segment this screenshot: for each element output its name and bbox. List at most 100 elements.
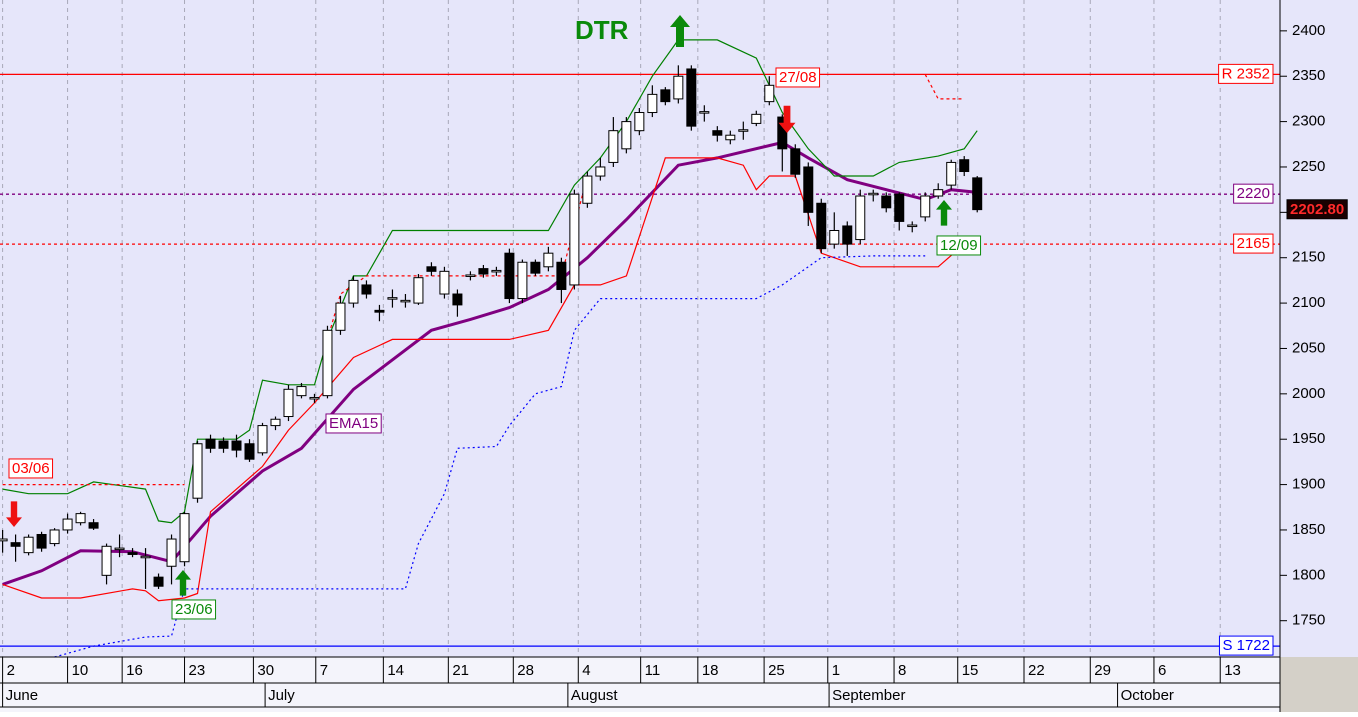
label-box — [1218, 635, 1274, 656]
candle-body — [647, 93, 658, 114]
candle-body — [595, 166, 606, 177]
candle-body — [62, 518, 73, 531]
label-box — [8, 458, 54, 479]
candle-body — [114, 547, 125, 551]
candle-body — [270, 418, 281, 427]
candle-body — [218, 440, 229, 449]
candle-body — [374, 309, 385, 313]
y-tick-label: 2000 — [1292, 385, 1325, 402]
candle-body — [23, 536, 34, 554]
candle-body — [673, 75, 684, 100]
candle-body — [881, 195, 892, 209]
x-tick-label: 1 — [832, 662, 840, 679]
annotation: 27/08 — [779, 69, 817, 86]
candle-body — [49, 529, 60, 545]
last-price-label: 2202.80 — [1290, 201, 1344, 218]
candle-body — [205, 438, 216, 449]
candle-body — [309, 396, 320, 400]
axes: 1750180018501900195020002050210021502200… — [0, 0, 1325, 712]
y-tick-label: 2300 — [1292, 113, 1325, 130]
candle-body — [920, 195, 931, 218]
label-box — [171, 599, 217, 620]
month-label: June — [6, 687, 39, 704]
arrows — [6, 15, 952, 596]
up-arrow — [936, 200, 952, 226]
annotation: 12/09 — [940, 237, 978, 254]
candle-body — [491, 269, 502, 273]
indicator-line — [2, 140, 978, 586]
candle-body — [166, 538, 177, 567]
month-label: August — [571, 687, 619, 704]
candle-body — [426, 266, 437, 272]
candle-body — [348, 279, 359, 304]
candle-body — [660, 89, 671, 103]
x-tick-label: 14 — [387, 662, 404, 679]
level-label: 2165 — [1237, 235, 1270, 252]
x-tick-label: 15 — [962, 662, 979, 679]
label-box — [1218, 63, 1274, 84]
candle-body — [517, 261, 528, 300]
series-label: EMA15 — [329, 415, 378, 432]
x-axis-area — [0, 657, 1280, 712]
up-arrow — [670, 15, 690, 47]
candle-body — [439, 270, 450, 295]
candle-body — [907, 224, 918, 228]
down-arrow — [778, 105, 796, 133]
candle-body — [283, 388, 294, 418]
candle-body — [361, 284, 372, 295]
candle-body — [192, 443, 203, 499]
candle-body — [946, 161, 957, 186]
month-label: July — [268, 687, 295, 704]
plot — [0, 39, 1280, 658]
x-tick-label: 25 — [768, 662, 785, 679]
candle-body — [75, 513, 86, 524]
candle-body — [101, 545, 112, 576]
x-tick-label: 23 — [189, 662, 206, 679]
y-tick-label: 2100 — [1292, 294, 1325, 311]
candle-body — [88, 522, 99, 529]
level-label: 2220 — [1237, 185, 1270, 202]
candle-body — [179, 513, 190, 563]
candle-body — [543, 252, 554, 268]
y-tick-label: 1900 — [1292, 476, 1325, 493]
candle-body — [153, 576, 164, 587]
y-tick-label: 2400 — [1292, 22, 1325, 39]
candle-body — [413, 277, 424, 304]
candle-body — [504, 252, 515, 300]
x-tick-label: 4 — [582, 662, 590, 679]
candle-body — [231, 440, 242, 451]
down-arrow — [6, 501, 22, 527]
y-tick-label: 2050 — [1292, 339, 1325, 356]
candle-body — [257, 425, 268, 454]
corner — [1280, 657, 1358, 712]
labels: R 2352 2220 2165 S 1722 EMA15 2202.80 DTR 03/06… — [8, 15, 1348, 656]
candle-body — [803, 166, 814, 213]
y-tick-label: 2350 — [1292, 67, 1325, 84]
y-tick-label: 1850 — [1292, 521, 1325, 538]
candle-body — [127, 552, 138, 555]
x-tick-label: 11 — [645, 662, 661, 679]
x-tick-label: 18 — [702, 662, 719, 679]
x-tick-label: 7 — [320, 662, 328, 679]
candle-body — [972, 177, 983, 211]
y-tick-label: 2150 — [1292, 249, 1325, 266]
candle-body — [842, 225, 853, 245]
candle-body — [296, 386, 307, 397]
candle-body — [582, 175, 593, 204]
candle-body — [608, 130, 619, 163]
annotation: 23/06 — [175, 601, 213, 618]
x-tick-label: 6 — [1158, 662, 1166, 679]
x-tick-label: 13 — [1224, 662, 1241, 679]
month-label: October — [1121, 687, 1174, 704]
month-label: September — [832, 687, 905, 704]
label-box — [325, 413, 382, 434]
annotation: DTR — [575, 15, 629, 45]
y-tick-label: 2250 — [1292, 158, 1325, 175]
annotation: 03/06 — [12, 460, 50, 477]
candle-body — [569, 193, 580, 286]
indicator-line — [54, 255, 926, 658]
candle-body — [140, 555, 151, 559]
